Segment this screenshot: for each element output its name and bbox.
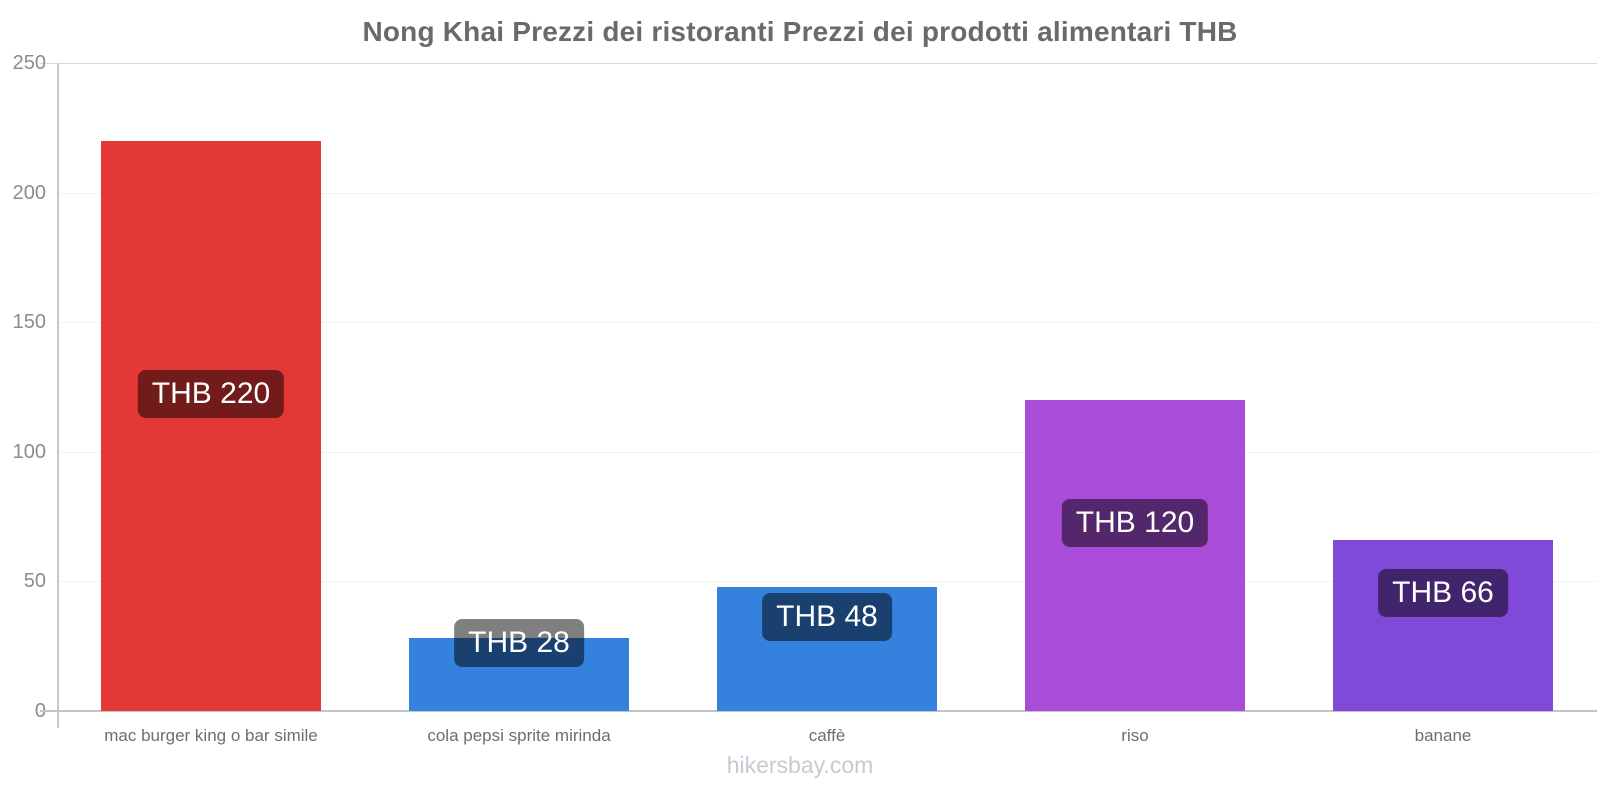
bar-caffè: THB 48 — [717, 586, 937, 711]
footer-watermark: hikersbay.com — [726, 752, 874, 778]
bar-value-label: THB 220 — [137, 369, 285, 418]
bar-mac-burger-king-o-bar-simile: THB 220 — [101, 140, 321, 711]
x-axis-category-label: cola pepsi sprite mirinda — [427, 726, 611, 745]
x-axis-category-label: caffè — [808, 726, 846, 745]
bar-value-label: THB 120 — [1061, 499, 1209, 548]
bar-cola-pepsi-sprite-mirinda: THB 28 — [409, 618, 629, 711]
chart-title: Nong Khai Prezzi dei ristoranti Prezzi d… — [362, 16, 1238, 47]
x-axis-category-label: mac burger king o bar simile — [104, 726, 318, 745]
y-axis-tick-label: 150 — [12, 311, 46, 334]
y-gridline — [40, 63, 1597, 64]
y-gridline — [57, 581, 1597, 583]
y-axis-tick-label: 100 — [12, 440, 46, 463]
bar-value-label: THB 66 — [1378, 569, 1508, 618]
bar-riso: THB 120 — [1025, 399, 1245, 711]
bar-value-label: THB 48 — [762, 592, 892, 641]
y-axis-tick-label: 200 — [12, 181, 46, 204]
x-axis-category-label: riso — [1121, 726, 1149, 745]
y-axis — [57, 63, 59, 728]
bar-banane: THB 66 — [1333, 539, 1553, 711]
y-gridline — [57, 322, 1597, 324]
y-axis-tick-label: 50 — [23, 570, 46, 593]
y-gridline — [57, 451, 1597, 453]
bar-value-label: THB 28 — [454, 618, 584, 667]
y-gridline — [57, 192, 1597, 194]
y-axis-tick-label: 250 — [12, 52, 46, 74]
x-axis — [40, 710, 1597, 712]
x-axis-category-label: banane — [1414, 726, 1472, 745]
